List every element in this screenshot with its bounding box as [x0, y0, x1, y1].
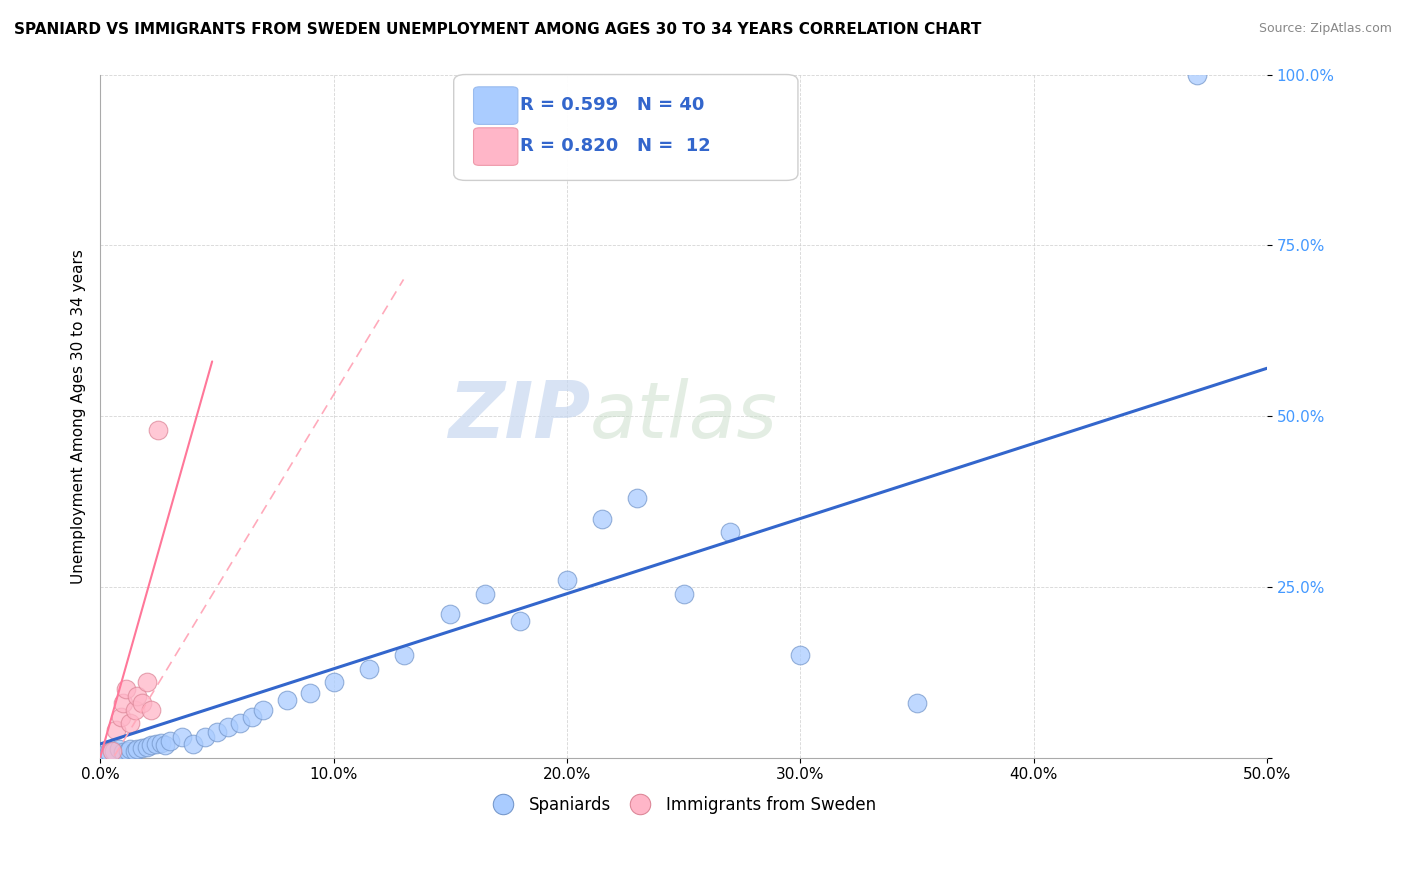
Point: [135, 740, 157, 755]
Point: [170, 730, 193, 744]
Point: [107, 742, 129, 756]
Point: [131, 741, 153, 756]
Point: [110, 709, 132, 723]
Point: [240, 709, 263, 723]
Point: [103, 744, 125, 758]
Point: [672, 587, 695, 601]
Point: [509, 614, 531, 628]
Text: Source: ZipAtlas.com: Source: ZipAtlas.com: [1258, 22, 1392, 36]
Point: [474, 587, 496, 601]
Point: [120, 742, 142, 756]
Point: [194, 730, 217, 744]
Point: [135, 675, 157, 690]
Text: R = 0.599   N = 40: R = 0.599 N = 40: [520, 95, 704, 113]
Text: atlas: atlas: [591, 378, 778, 454]
Point: [439, 607, 461, 622]
Point: [127, 689, 149, 703]
Legend: Spaniards, Immigrants from Sweden: Spaniards, Immigrants from Sweden: [491, 796, 876, 814]
Point: [322, 675, 344, 690]
Point: [127, 742, 149, 756]
Point: [105, 723, 128, 738]
Point: [141, 739, 163, 753]
Point: [101, 744, 124, 758]
FancyBboxPatch shape: [474, 87, 517, 124]
Point: [718, 525, 741, 540]
Point: [124, 744, 146, 758]
Point: [555, 573, 578, 587]
Point: [276, 692, 298, 706]
Point: [98, 745, 121, 759]
Point: [591, 511, 613, 525]
Point: [183, 737, 205, 751]
Point: [112, 745, 135, 759]
Point: [117, 744, 139, 758]
Point: [789, 648, 811, 663]
Point: [145, 737, 167, 751]
Point: [149, 736, 172, 750]
Text: ZIP: ZIP: [449, 378, 591, 454]
Point: [155, 739, 177, 753]
Point: [131, 696, 153, 710]
Point: [299, 686, 322, 700]
Text: R = 0.820   N =  12: R = 0.820 N = 12: [520, 136, 711, 154]
Point: [124, 703, 146, 717]
Point: [141, 703, 163, 717]
Point: [205, 724, 228, 739]
Text: SPANIARD VS IMMIGRANTS FROM SWEDEN UNEMPLOYMENT AMONG AGES 30 TO 34 YEARS CORREL: SPANIARD VS IMMIGRANTS FROM SWEDEN UNEMP…: [14, 22, 981, 37]
Point: [120, 716, 142, 731]
Point: [392, 648, 415, 663]
Point: [357, 662, 380, 676]
Y-axis label: Unemployment Among Ages 30 to 34 years: Unemployment Among Ages 30 to 34 years: [72, 249, 86, 583]
Point: [94, 747, 117, 762]
Point: [114, 682, 136, 697]
Point: [229, 716, 252, 731]
Point: [148, 423, 170, 437]
Point: [252, 703, 274, 717]
FancyBboxPatch shape: [474, 128, 517, 165]
Point: [1185, 68, 1208, 82]
Point: [159, 733, 181, 747]
Point: [218, 720, 240, 734]
Point: [112, 696, 135, 710]
FancyBboxPatch shape: [454, 75, 799, 180]
Point: [905, 696, 928, 710]
Point: [626, 491, 648, 505]
